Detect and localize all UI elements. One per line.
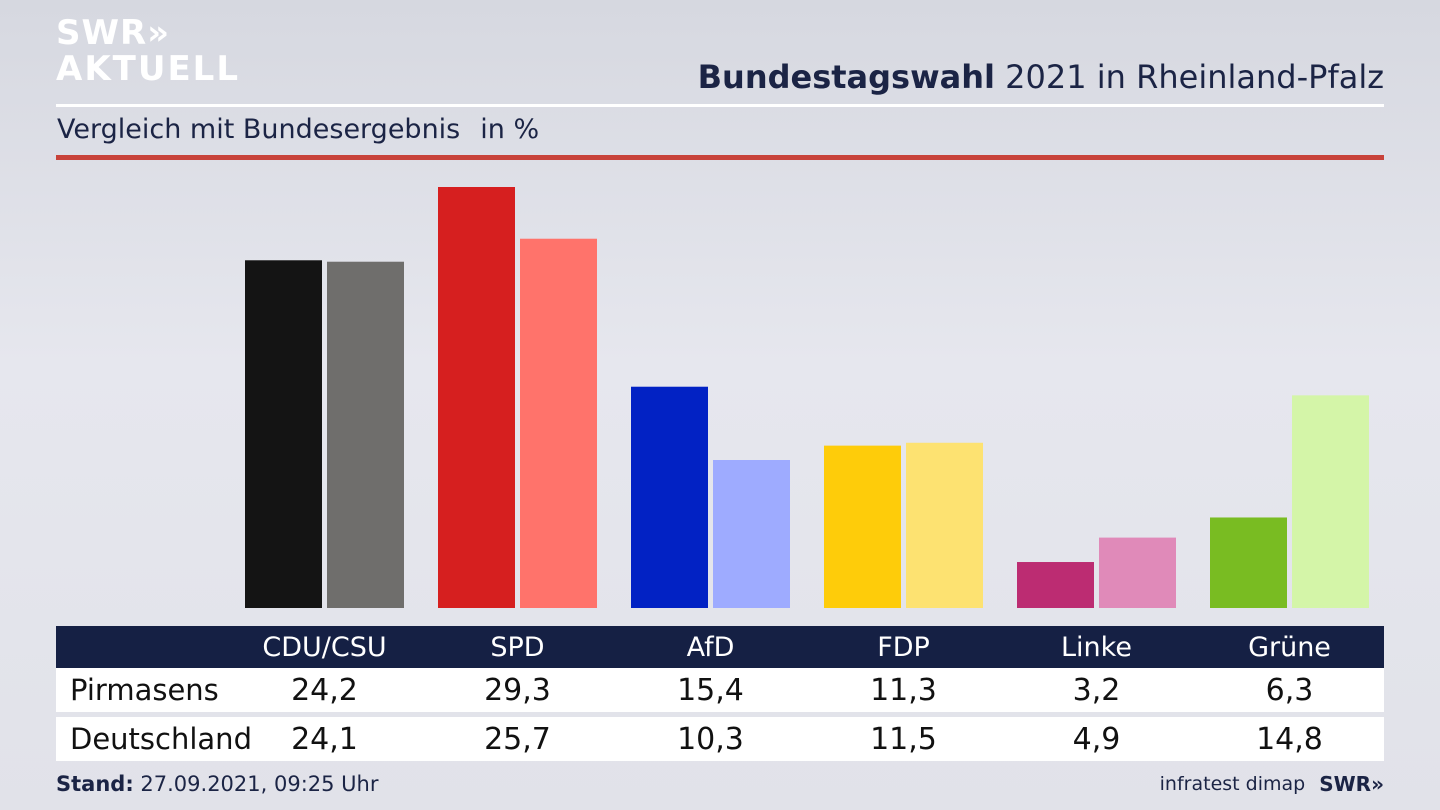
- table-row-pirmasens: Pirmasens 24,2 29,3 15,4 11,3 3,2 6,3: [56, 668, 1384, 712]
- bar-chart: [245, 187, 1369, 608]
- bar-fdp-pirmasens: [824, 445, 901, 608]
- value-deutschland-gr-ne: 14,8: [1256, 721, 1323, 757]
- title-divider: [56, 104, 1384, 107]
- column-header-spd: SPD: [490, 631, 545, 663]
- source-text: infratest dimap: [1159, 773, 1306, 795]
- bar-afd-deutschland: [713, 460, 790, 608]
- bar-spd-deutschland: [520, 238, 597, 608]
- row-label-pirmasens: Pirmasens: [70, 673, 219, 707]
- bar-linke-deutschland: [1099, 537, 1176, 608]
- bar-cdu-csu-pirmasens: [245, 260, 322, 608]
- logo-line-1: SWR»: [56, 13, 171, 53]
- subtitle-unit: in %: [480, 114, 540, 145]
- page-title: Bundestagswahl 2021 in Rheinland-Pfalz: [698, 58, 1384, 96]
- column-header-afd: AfD: [686, 631, 735, 663]
- chart-subtitle: Vergleich mit Bundesergebnis in %: [57, 114, 539, 145]
- stand-label: Stand:: [56, 772, 134, 796]
- value-deutschland-afd: 10,3: [677, 721, 744, 757]
- row-label-deutschland: Deutschland: [70, 722, 252, 756]
- bar-linke-pirmasens: [1017, 562, 1094, 608]
- bar-gr-ne-pirmasens: [1210, 517, 1287, 608]
- value-pirmasens-cdu-csu: 24,2: [291, 672, 358, 708]
- title-bold: Bundestagswahl: [697, 58, 995, 96]
- bar-gr-ne-deutschland: [1292, 395, 1369, 608]
- value-deutschland-spd: 25,7: [484, 721, 551, 757]
- source-credit: infratest dimap SWR»: [1160, 772, 1384, 796]
- swr-brand-logo: SWR»: [1319, 772, 1384, 796]
- column-header-linke: Linke: [1061, 631, 1132, 663]
- column-header-cdu-csu: CDU/CSU: [262, 631, 387, 663]
- column-header-gr-ne: Grüne: [1248, 631, 1331, 663]
- value-pirmasens-linke: 3,2: [1072, 672, 1121, 708]
- column-header-fdp: FDP: [877, 631, 930, 663]
- value-pirmasens-gr-ne: 6,3: [1265, 672, 1314, 708]
- bar-spd-pirmasens: [438, 187, 515, 608]
- title-rest: 2021 in Rheinland-Pfalz: [995, 58, 1384, 96]
- stand-timestamp: Stand: 27.09.2021, 09:25 Uhr: [56, 772, 379, 796]
- table-header: CDU/CSU SPD AfD FDP Linke Grüne: [56, 626, 1384, 668]
- bar-cdu-csu-deutschland: [327, 261, 404, 608]
- value-pirmasens-fdp: 11,3: [870, 672, 937, 708]
- value-deutschland-linke: 4,9: [1072, 721, 1121, 757]
- subtitle-divider: [56, 155, 1384, 160]
- value-deutschland-fdp: 11,5: [870, 721, 937, 757]
- subtitle-text: Vergleich mit Bundesergebnis: [57, 114, 461, 145]
- logo-line-2: AKTUELL: [56, 49, 241, 89]
- value-pirmasens-afd: 15,4: [677, 672, 744, 708]
- bar-fdp-deutschland: [906, 442, 983, 608]
- swr-aktuell-logo: SWR» AKTUELL: [56, 16, 240, 86]
- stand-value: 27.09.2021, 09:25 Uhr: [133, 772, 379, 796]
- value-deutschland-cdu-csu: 24,1: [291, 721, 358, 757]
- value-pirmasens-spd: 29,3: [484, 672, 551, 708]
- bar-afd-pirmasens: [631, 386, 708, 608]
- table-row-deutschland: Deutschland 24,1 25,7 10,3 11,5 4,9 14,8: [56, 717, 1384, 761]
